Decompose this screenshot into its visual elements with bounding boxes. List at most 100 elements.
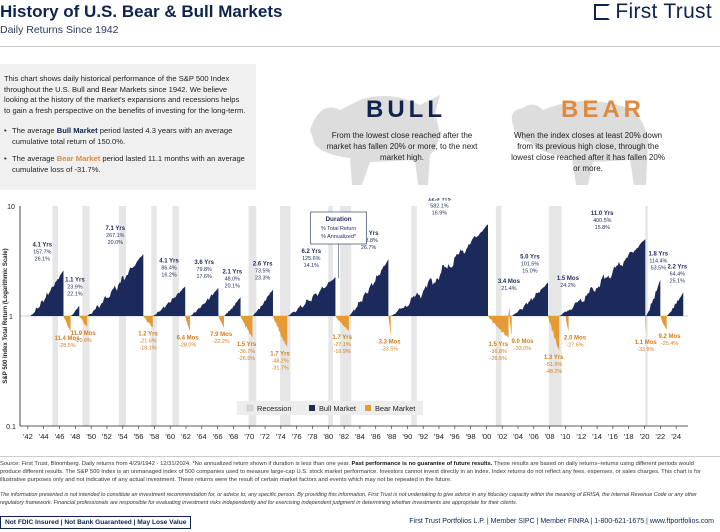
x-tick-label: '14 bbox=[592, 432, 602, 441]
x-tick-label: '80 bbox=[323, 432, 333, 441]
bear-market-label: -28.0% bbox=[179, 343, 196, 349]
bear-market-label: 7.9 Mos bbox=[210, 332, 233, 338]
bull-market-label: 101.5% bbox=[521, 261, 539, 267]
x-tick-label: '76 bbox=[292, 432, 302, 441]
bull-market-label: 12.3 Yrs bbox=[428, 198, 452, 202]
x-tick-label: '46 bbox=[55, 432, 65, 441]
bear-market-label: -20.6% bbox=[75, 338, 92, 344]
bull-market-label: 2.6 Yrs bbox=[253, 262, 273, 268]
legend-swatch-bear bbox=[365, 405, 371, 411]
bull-silhouette-icon bbox=[310, 95, 440, 185]
bull-market-label: 24.2% bbox=[560, 283, 575, 289]
bull-market-label: 7.1 Yrs bbox=[105, 226, 125, 232]
bear-market-area bbox=[63, 316, 71, 333]
bear-market-label: -36.7% bbox=[238, 349, 255, 355]
past-performance-note: Past performance is no guarantee of futu… bbox=[351, 461, 493, 467]
bear-market-label: -21.6% bbox=[140, 339, 157, 345]
bear-market-label: -36.8% bbox=[490, 349, 507, 355]
x-tick-label: '94 bbox=[434, 432, 444, 441]
bull-market-label: 17.6% bbox=[197, 274, 212, 280]
bull-market-label: 157.7% bbox=[33, 249, 51, 255]
bull-market-label: 11.0 Yrs bbox=[591, 211, 614, 217]
bear-market-label: 9.2 Mos bbox=[658, 334, 681, 340]
bull-market-label: 5.0 Yrs bbox=[520, 254, 540, 260]
bull-market-label: 2.2 Yrs bbox=[667, 264, 687, 270]
bull-market-label: 125.6% bbox=[302, 256, 320, 262]
bear-market-area bbox=[240, 316, 253, 338]
bear-market-label: 11.9 Mos bbox=[71, 331, 97, 337]
bull-market-label: 73.5% bbox=[255, 269, 270, 275]
bear-market-area bbox=[660, 316, 667, 330]
bull-market-area bbox=[348, 259, 389, 316]
bear-silhouette-icon bbox=[511, 101, 648, 185]
info-intro: This chart shows daily historical perfor… bbox=[4, 74, 246, 115]
x-tick-label: '12 bbox=[576, 432, 586, 441]
legend-swatch-recession bbox=[246, 404, 254, 412]
bull-market-label: 582.1% bbox=[430, 203, 448, 209]
bear-market-label: 1.7 Yrs bbox=[332, 335, 352, 341]
x-tick-label: '64 bbox=[197, 432, 207, 441]
bear-market-area bbox=[218, 316, 224, 328]
page-subtitle: Daily Returns Since 1942 bbox=[0, 24, 119, 36]
bull-market-area bbox=[223, 297, 241, 316]
x-tick-label: '50 bbox=[86, 432, 96, 441]
bull-market-label: 400.5% bbox=[593, 218, 611, 224]
x-tick-label: '90 bbox=[402, 432, 412, 441]
bull-market-label: 15.8% bbox=[595, 225, 610, 231]
x-tick-label: '92 bbox=[418, 432, 428, 441]
x-tick-label: '88 bbox=[387, 432, 397, 441]
bull-market-area bbox=[70, 305, 80, 316]
x-tick-label: '56 bbox=[134, 432, 144, 441]
bull-market-label: 2.1 Yrs bbox=[222, 269, 242, 275]
bear-market-label: 6.4 Mos bbox=[177, 336, 200, 342]
bull-heading: BULL bbox=[366, 96, 446, 123]
bull-market-label: 16.2% bbox=[161, 272, 176, 278]
bull-average-prefix: The average bbox=[12, 126, 57, 135]
bull-market-area bbox=[559, 239, 646, 316]
bear-market-label: 1.5 Yrs bbox=[488, 342, 508, 348]
bull-market-label: 86.4% bbox=[161, 265, 176, 271]
bull-market-area bbox=[287, 277, 336, 316]
bull-average-bullet: • The average Bull Market period lasted … bbox=[4, 126, 246, 147]
bull-market-area bbox=[30, 270, 64, 316]
x-tick-label: '70 bbox=[244, 432, 254, 441]
y-tick-label: 1 bbox=[9, 314, 13, 321]
x-tick-label: '96 bbox=[450, 432, 460, 441]
logo-mark-icon bbox=[594, 4, 611, 20]
bull-market-label: 3.6 Yrs bbox=[194, 260, 214, 266]
bear-market-label: 1.1 Mos bbox=[635, 340, 658, 346]
bull-average-text: The average Bull Market period lasted 4.… bbox=[12, 126, 246, 147]
x-tick-label: '78 bbox=[308, 432, 318, 441]
x-tick-label: '44 bbox=[39, 432, 49, 441]
bull-market-label: 4.1 Yrs bbox=[32, 242, 52, 248]
bull-market-label: 5.0 Yrs bbox=[359, 231, 379, 237]
bear-market-label: 3.3 Mos bbox=[379, 339, 402, 345]
x-tick-label: '82 bbox=[339, 432, 349, 441]
bear-market-label: 1.3 Yrs bbox=[544, 355, 564, 361]
duration-key-line: % Total Return bbox=[321, 226, 356, 232]
x-tick-label: '22 bbox=[655, 432, 665, 441]
bear-market-label: -26.5% bbox=[490, 356, 507, 362]
x-tick-label: '48 bbox=[70, 432, 80, 441]
bull-market-label: 26.1% bbox=[35, 256, 50, 262]
bear-market-label: -27.6% bbox=[567, 342, 584, 348]
bull-market-label: 22.1% bbox=[67, 292, 82, 298]
bull-market-label: 267.1% bbox=[106, 233, 124, 239]
fdic-notice: Not FDIC Insured | Not Bank Guaranteed |… bbox=[0, 516, 192, 529]
x-tick-label: '98 bbox=[466, 432, 476, 441]
bull-market-area bbox=[87, 253, 144, 316]
bear-market-label: 1.2 Yrs bbox=[138, 332, 158, 338]
disclaimer: The information presented is not intende… bbox=[0, 492, 697, 506]
logo-text: First Trust bbox=[615, 0, 712, 23]
bull-market-label: 79.8% bbox=[197, 267, 212, 273]
bear-market-label: 1.7 Yrs bbox=[270, 352, 290, 358]
bear-market-area bbox=[548, 316, 560, 352]
bull-market-label: 23.9% bbox=[67, 285, 82, 291]
bear-average-text: The average Bear Market period lasted 11… bbox=[12, 154, 246, 175]
bear-market-label: -48.2% bbox=[545, 369, 562, 375]
duration-key-line: % Annualized* bbox=[321, 234, 357, 240]
bull-market-label: 53.5% bbox=[651, 266, 666, 272]
x-tick-label: '58 bbox=[149, 432, 159, 441]
x-tick-label: '24 bbox=[671, 432, 681, 441]
